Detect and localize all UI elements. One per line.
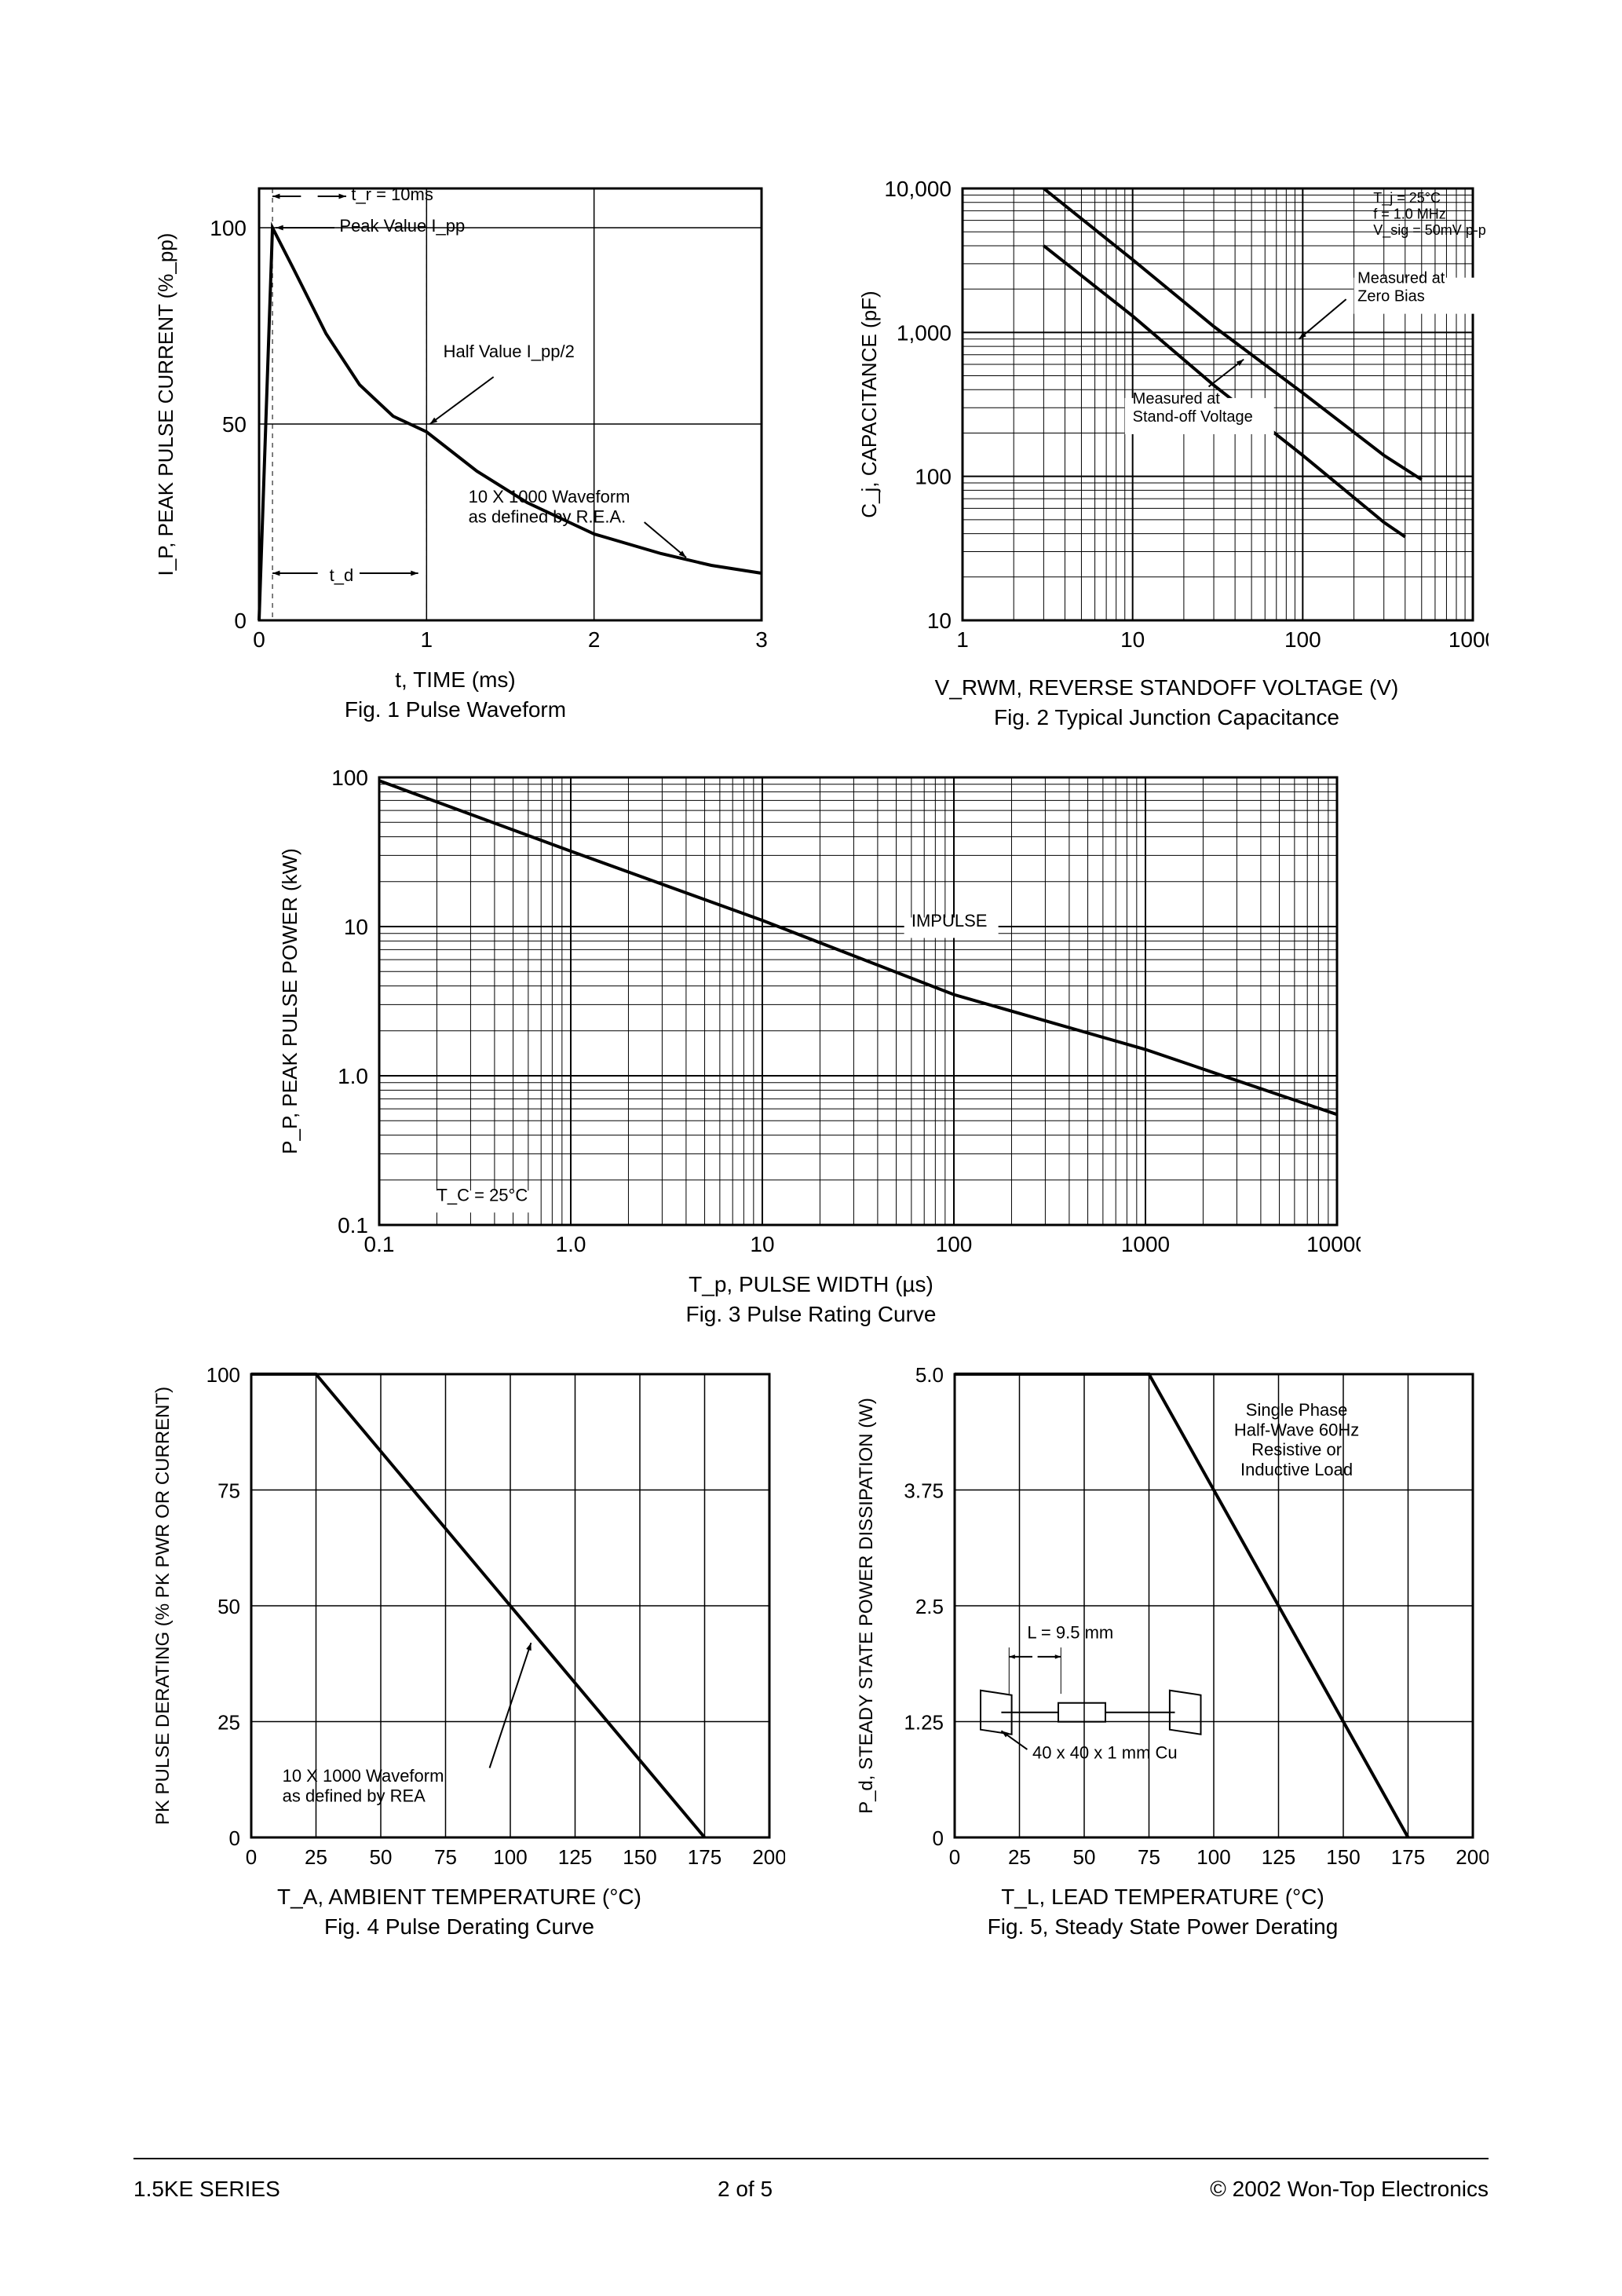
fig5-caption: Fig. 5, Steady State Power Derating [988, 1914, 1339, 1940]
fig5-xlabel: T_L, LEAD TEMPERATURE (°C) [1001, 1885, 1324, 1910]
svg-text:0: 0 [234, 609, 247, 633]
svg-text:C_j, CAPACITANCE (pF): C_j, CAPACITANCE (pF) [857, 291, 881, 517]
svg-text:PK PULSE DERATING (% PK PWR OR: PK PULSE DERATING (% PK PWR OR CURRENT) [152, 1387, 174, 1825]
svg-text:P_P, PEAK PULSE POWER (kW): P_P, PEAK PULSE POWER (kW) [278, 848, 301, 1154]
svg-text:1.0: 1.0 [338, 1064, 368, 1088]
svg-text:175: 175 [688, 1845, 721, 1869]
svg-text:75: 75 [434, 1845, 457, 1869]
svg-text:10000: 10000 [1306, 1232, 1361, 1256]
fig4: 0 25 50 75 100 125 150 175 200 0 25 50 75 100 PK PULSE… [133, 1358, 785, 1940]
svg-text:1000: 1000 [1448, 627, 1489, 652]
fig3-caption: Fig. 3 Pulse Rating Curve [685, 1302, 936, 1327]
svg-text:40 x 40 x 1 mm Cu: 40 x 40 x 1 mm Cu [1032, 1743, 1178, 1763]
fig3: 0.1 1.0 10 100 1000 10000 0.1 1.0 10 100 P_P, PEAK… [261, 762, 1361, 1327]
svg-text:3: 3 [755, 627, 768, 652]
svg-text:50: 50 [222, 412, 247, 437]
fig1: 0 1 2 3 0 50 100 I_P, PEAK PULSE CURRENT (%_pp)… [133, 173, 777, 730]
svg-text:100: 100 [206, 1363, 240, 1387]
svg-text:100: 100 [1196, 1845, 1230, 1869]
svg-text:0.1: 0.1 [364, 1232, 395, 1256]
svg-text:Peak Value I_pp: Peak Value I_pp [339, 216, 465, 236]
svg-text:2.5: 2.5 [915, 1595, 944, 1618]
svg-text:10,000: 10,000 [884, 177, 952, 201]
svg-text:0: 0 [246, 1845, 257, 1869]
svg-text:0: 0 [253, 627, 265, 652]
svg-text:100: 100 [936, 1232, 973, 1256]
svg-text:125: 125 [1262, 1845, 1295, 1869]
svg-text:3.75: 3.75 [904, 1479, 944, 1503]
svg-text:t_d: t_d [330, 565, 354, 585]
svg-text:75: 75 [217, 1479, 240, 1503]
fig3-xlabel: T_p, PULSE WIDTH (µs) [689, 1272, 933, 1297]
copyright: © 2002 Won-Top Electronics [1210, 2177, 1489, 2202]
fig4-xlabel: T_A, AMBIENT TEMPERATURE (°C) [277, 1885, 641, 1910]
svg-text:50: 50 [1073, 1845, 1096, 1869]
svg-text:T_j = 25°Cf = 1.0 MHzV_sig = 5: T_j = 25°Cf = 1.0 MHzV_sig = 50mV p-p [1373, 190, 1486, 239]
svg-text:25: 25 [305, 1845, 327, 1869]
series-name: 1.5KE SERIES [133, 2177, 280, 2202]
page-footer: 1.5KE SERIES 2 of 5 © 2002 Won-Top Elect… [133, 2158, 1489, 2202]
svg-text:1: 1 [956, 627, 969, 652]
svg-text:t_r = 10ms: t_r = 10ms [351, 185, 433, 204]
svg-text:T_C = 25°C: T_C = 25°C [437, 1185, 528, 1205]
svg-text:150: 150 [623, 1845, 656, 1869]
svg-text:L = 9.5 mm: L = 9.5 mm [1027, 1622, 1113, 1642]
fig1-xlabel: t, TIME (ms) [395, 667, 515, 693]
fig2-xlabel: V_RWM, REVERSE STANDOFF VOLTAGE (V) [935, 675, 1399, 700]
fig2-caption: Fig. 2 Typical Junction Capacitance [994, 705, 1339, 730]
svg-text:100: 100 [331, 766, 368, 790]
svg-text:0: 0 [229, 1826, 240, 1850]
fig2: 1101001000101001,00010,000C_j, CAPACITAN… [845, 173, 1489, 730]
fig1-caption: Fig. 1 Pulse Waveform [345, 697, 566, 722]
svg-text:25: 25 [1008, 1845, 1031, 1869]
page-number: 2 of 5 [718, 2177, 773, 2202]
svg-text:200: 200 [752, 1845, 785, 1869]
svg-text:50: 50 [370, 1845, 393, 1869]
svg-text:50: 50 [217, 1595, 240, 1618]
svg-text:1000: 1000 [1121, 1232, 1170, 1256]
svg-text:10: 10 [750, 1232, 774, 1256]
svg-text:1,000: 1,000 [897, 320, 952, 345]
svg-text:2: 2 [588, 627, 601, 652]
svg-text:10: 10 [1120, 627, 1145, 652]
svg-text:IMPULSE: IMPULSE [911, 911, 988, 930]
svg-text:100: 100 [915, 465, 952, 489]
svg-text:150: 150 [1326, 1845, 1360, 1869]
svg-text:0: 0 [933, 1826, 944, 1850]
svg-text:1.25: 1.25 [904, 1711, 944, 1735]
svg-text:200: 200 [1456, 1845, 1489, 1869]
svg-text:I_P, PEAK PULSE CURRENT (%_pp): I_P, PEAK PULSE CURRENT (%_pp) [154, 233, 177, 576]
svg-text:10 X 1000 Waveformas defined b: 10 X 1000 Waveformas defined by REA [283, 1766, 444, 1805]
svg-text:10 X 1000 Waveformas defined b: 10 X 1000 Waveformas defined by R.E.A. [469, 487, 630, 526]
svg-text:Single PhaseHalf-Wave 60HzResi: Single PhaseHalf-Wave 60HzResistive orIn… [1234, 1400, 1359, 1479]
svg-text:0.1: 0.1 [338, 1213, 368, 1238]
svg-text:175: 175 [1391, 1845, 1425, 1869]
svg-text:10: 10 [344, 915, 368, 939]
svg-text:5.0: 5.0 [915, 1363, 944, 1387]
svg-text:100: 100 [210, 216, 247, 240]
fig4-caption: Fig. 4 Pulse Derating Curve [324, 1914, 594, 1940]
svg-text:P_d, STEADY STATE POWER DISSIP: P_d, STEADY STATE POWER DISSIPATION (W) [856, 1398, 877, 1814]
svg-text:100: 100 [493, 1845, 527, 1869]
fig5: 0 25 50 75 100 125 150 175 200 0 1.25 2.5 3.75 5.0 P_d… [837, 1358, 1489, 1940]
svg-text:1.0: 1.0 [556, 1232, 586, 1256]
svg-text:125: 125 [558, 1845, 592, 1869]
svg-text:10: 10 [927, 609, 952, 633]
svg-text:Half Value I_pp/2: Half Value I_pp/2 [444, 342, 575, 361]
svg-text:75: 75 [1138, 1845, 1160, 1869]
svg-text:0: 0 [949, 1845, 960, 1869]
svg-text:100: 100 [1284, 627, 1321, 652]
svg-text:1: 1 [421, 627, 433, 652]
svg-text:25: 25 [217, 1711, 240, 1735]
